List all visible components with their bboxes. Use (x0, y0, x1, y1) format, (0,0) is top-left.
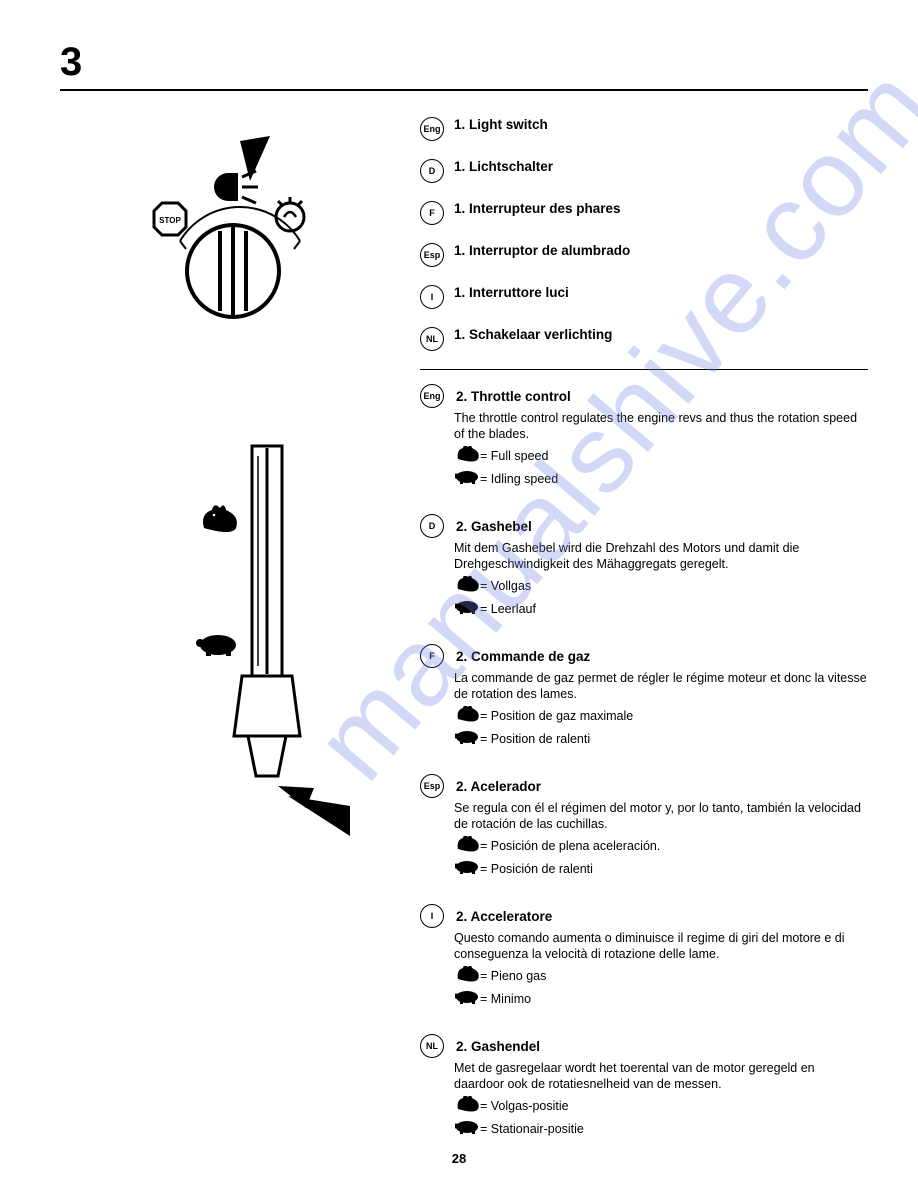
manual-page: 3 STOP (0, 0, 918, 1188)
item-title: 1. Interrupteur des phares (454, 201, 621, 216)
speed-idle: = Posición de ralenti (454, 859, 868, 878)
block-head: NL 2. Gashendel (420, 1034, 868, 1058)
turtle-icon (454, 1119, 480, 1138)
speed-full: = Pieno gas (454, 966, 868, 985)
section-light-switch: Eng 1. Light switch D 1. Lichtschalter F… (420, 117, 868, 351)
speed-full-text: = Pieno gas (480, 969, 546, 983)
speed-full-text: = Vollgas (480, 579, 531, 593)
speed-full-text: = Position de gaz maximale (480, 709, 633, 723)
rabbit-icon (454, 576, 480, 595)
rabbit-icon (454, 706, 480, 725)
divider-top (60, 89, 868, 91)
speed-full-text: = Posición de plena aceleración. (480, 839, 660, 853)
block-head: Eng 2. Throttle control (420, 384, 868, 408)
lang-badge: D (420, 514, 444, 538)
item-title: 1. Interruptor de alumbrado (454, 243, 630, 258)
speed-idle: = Leerlauf (454, 599, 868, 618)
turtle-icon (454, 989, 480, 1008)
throttle-block: F 2. Commande de gaz La commande de gaz … (420, 644, 868, 748)
speed-full: = Posición de plena aceleración. (454, 836, 868, 855)
speed-full: = Position de gaz maximale (454, 706, 868, 725)
lang-badge: Eng (420, 384, 444, 408)
lang-row: NL 1. Schakelaar verlichting (420, 327, 868, 351)
right-column: Eng 1. Light switch D 1. Lichtschalter F… (420, 111, 868, 1164)
item-title: 1. Schakelaar verlichting (454, 327, 612, 342)
lang-badge: F (420, 644, 444, 668)
speed-idle-text: = Leerlauf (480, 602, 536, 616)
block-desc: Questo comando aumenta o diminuisce il r… (454, 930, 868, 962)
content-columns: STOP (60, 111, 868, 1164)
block-head: D 2. Gashebel (420, 514, 868, 538)
turtle-icon (454, 729, 480, 748)
lang-row: Esp 1. Interruptor de alumbrado (420, 243, 868, 267)
block-desc: Met de gasregelaar wordt het toerental v… (454, 1060, 868, 1092)
block-head: F 2. Commande de gaz (420, 644, 868, 668)
lang-badge: Eng (420, 117, 444, 141)
speed-idle-text: = Idling speed (480, 472, 558, 486)
section-throttle: Eng 2. Throttle control The throttle con… (420, 384, 868, 1138)
turtle-icon (454, 599, 480, 618)
lang-badge: I (420, 285, 444, 309)
stop-label: STOP (159, 216, 181, 225)
speed-idle: = Stationair-positie (454, 1119, 868, 1138)
throttle-block: Esp 2. Acelerador Se regula con él el ré… (420, 774, 868, 878)
speed-idle: = Position de ralenti (454, 729, 868, 748)
speed-full: = Volgas-positie (454, 1096, 868, 1115)
lang-badge: D (420, 159, 444, 183)
block-title: 2. Acelerador (456, 779, 541, 794)
block-desc: La commande de gaz permet de régler le r… (454, 670, 868, 702)
block-title: 2. Gashendel (456, 1039, 540, 1054)
block-title: 2. Gashebel (456, 519, 532, 534)
throttle-block: Eng 2. Throttle control The throttle con… (420, 384, 868, 488)
lang-badge: NL (420, 1034, 444, 1058)
speed-idle: = Minimo (454, 989, 868, 1008)
speed-full-text: = Full speed (480, 449, 548, 463)
item-title: 1. Lichtschalter (454, 159, 553, 174)
left-column: STOP (60, 111, 400, 1164)
speed-idle-text: = Minimo (480, 992, 531, 1006)
speed-full-text: = Volgas-positie (480, 1099, 569, 1113)
throttle-lever-diagram (170, 436, 360, 856)
speed-idle-text: = Posición de ralenti (480, 862, 593, 876)
rabbit-icon (454, 1096, 480, 1115)
rabbit-icon (454, 446, 480, 465)
turtle-icon (454, 859, 480, 878)
block-head: Esp 2. Acelerador (420, 774, 868, 798)
chapter-number: 3 (60, 40, 868, 85)
divider-mid (420, 369, 868, 370)
block-desc: The throttle control regulates the engin… (454, 410, 868, 442)
block-title: 2. Commande de gaz (456, 649, 590, 664)
speed-idle-text: = Stationair-positie (480, 1122, 584, 1136)
block-desc: Mit dem Gashebel wird die Drehzahl des M… (454, 540, 868, 572)
speed-idle: = Idling speed (454, 469, 868, 488)
lang-row: Eng 1. Light switch (420, 117, 868, 141)
rabbit-icon (454, 966, 480, 985)
lang-badge: Esp (420, 243, 444, 267)
lang-row: F 1. Interrupteur des phares (420, 201, 868, 225)
block-title: 2. Throttle control (456, 389, 571, 404)
speed-idle-text: = Position de ralenti (480, 732, 590, 746)
lang-row: I 1. Interruttore luci (420, 285, 868, 309)
throttle-block: I 2. Acceleratore Questo comando aumenta… (420, 904, 868, 1008)
light-switch-diagram: STOP (120, 131, 340, 351)
lang-badge: F (420, 201, 444, 225)
speed-full: = Full speed (454, 446, 868, 465)
throttle-block: D 2. Gashebel Mit dem Gashebel wird die … (420, 514, 868, 618)
throttle-block: NL 2. Gashendel Met de gasregelaar wordt… (420, 1034, 868, 1138)
lang-row: D 1. Lichtschalter (420, 159, 868, 183)
lang-badge: I (420, 904, 444, 928)
turtle-icon (454, 469, 480, 488)
rabbit-icon (454, 836, 480, 855)
block-title: 2. Acceleratore (456, 909, 552, 924)
page-number: 28 (0, 1151, 918, 1166)
block-desc: Se regula con él el régimen del motor y,… (454, 800, 868, 832)
item-title: 1. Interruttore luci (454, 285, 569, 300)
block-head: I 2. Acceleratore (420, 904, 868, 928)
speed-full: = Vollgas (454, 576, 868, 595)
lang-badge: Esp (420, 774, 444, 798)
item-title: 1. Light switch (454, 117, 548, 132)
lang-badge: NL (420, 327, 444, 351)
